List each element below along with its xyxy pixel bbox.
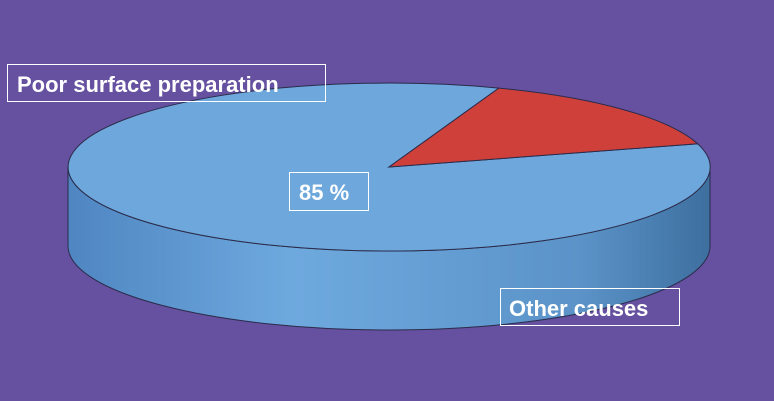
slice-label-poor-surface-preparation: Poor surface preparation xyxy=(7,64,326,102)
pie-slice-other-causes xyxy=(387,87,699,168)
slice-label-other-causes: Other causes xyxy=(500,288,680,326)
slice-value-label-poor-surface-preparation: 85 % xyxy=(289,172,369,211)
